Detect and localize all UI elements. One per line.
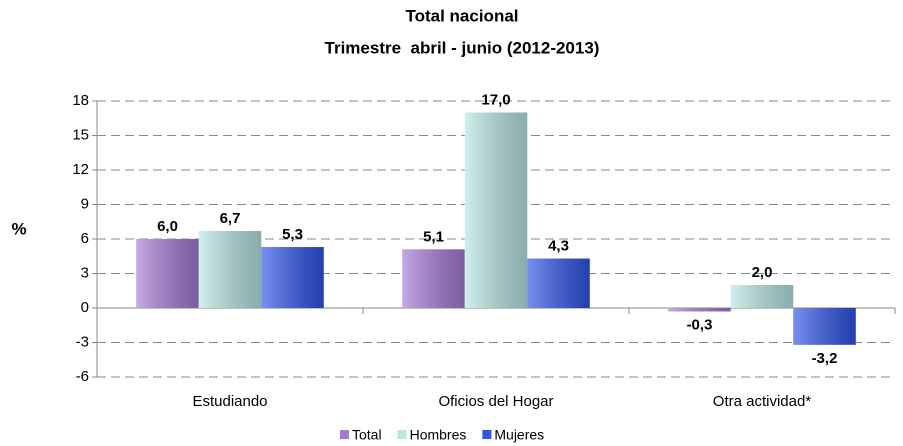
- value-label: 5,1: [423, 228, 444, 245]
- y-tick-label: 12: [72, 161, 89, 178]
- x-tick-label: Oficios del Hogar: [438, 393, 553, 410]
- legend-swatch: [482, 430, 492, 439]
- bar-shade: [668, 308, 731, 312]
- x-tick-label: Estudiando: [192, 393, 267, 410]
- legend-label: Hombres: [410, 427, 467, 443]
- value-label: 6,0: [157, 218, 178, 235]
- y-tick-label: -6: [76, 368, 89, 385]
- bar-shade: [464, 112, 528, 308]
- y-tick-label: 6: [81, 230, 89, 247]
- bar-shade: [402, 249, 465, 308]
- value-label: 4,3: [548, 238, 569, 255]
- bar-shade: [730, 285, 794, 308]
- value-label: -0,3: [687, 316, 713, 333]
- y-tick-label: 18: [72, 92, 89, 109]
- bar-shade: [136, 239, 199, 308]
- x-tick-label: Otra actividad*: [713, 393, 812, 410]
- bar-shade: [198, 230, 262, 308]
- y-tick-label: 0: [81, 299, 89, 316]
- legend-label: Total: [352, 427, 382, 443]
- legend-swatch: [397, 430, 407, 439]
- y-tick-label: 15: [72, 126, 89, 143]
- bar-shade: [793, 308, 856, 345]
- value-label: 17,0: [481, 91, 510, 108]
- value-label: 2,0: [752, 264, 773, 281]
- y-tick-label: 9: [81, 195, 89, 212]
- value-label: 5,3: [282, 226, 303, 243]
- value-label: 6,7: [220, 210, 241, 227]
- legend-swatch: [340, 430, 349, 439]
- y-tick-label: -3: [76, 333, 89, 350]
- bar-shade: [261, 247, 324, 308]
- chart-title: Total nacional: [405, 6, 518, 25]
- y-axis-label: %: [11, 219, 26, 238]
- y-tick-label: 3: [81, 264, 89, 281]
- legend-label: Mujeres: [494, 427, 544, 443]
- value-label: -3,2: [812, 350, 838, 367]
- bar-shade: [527, 258, 590, 308]
- chart-subtitle: Trimestre abril - junio (2012-2013): [325, 38, 600, 57]
